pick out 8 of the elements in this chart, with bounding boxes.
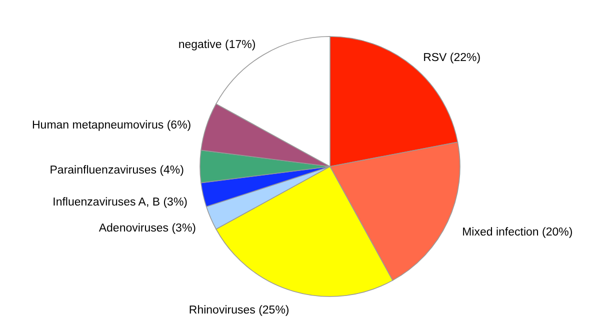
slice-label: Adenoviruses (3%) (98, 222, 196, 234)
slice-label: Influenzaviruses A, B (3%) (52, 196, 188, 208)
slice-label: Rhinoviruses (25%) (188, 304, 290, 317)
slice-label: RSV (22%) (423, 52, 481, 64)
slice-label: Human metapneumovirus (6%) (32, 119, 192, 132)
slice-label: negative (17%) (178, 38, 256, 51)
slice-label: Parainfluenzaviruses (4%) (50, 164, 184, 176)
slice-label: Mixed infection (20%) (462, 226, 573, 239)
